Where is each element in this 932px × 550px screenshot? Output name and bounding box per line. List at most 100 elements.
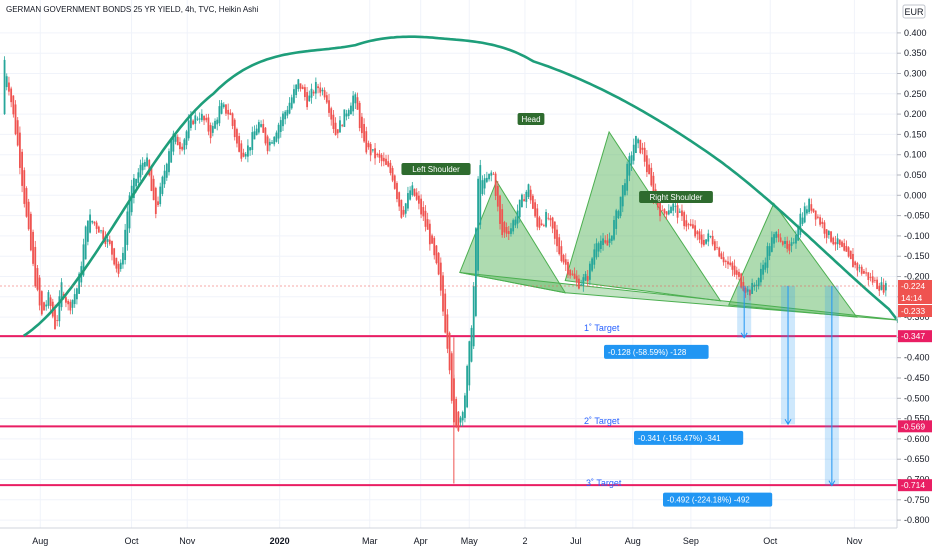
candle-body	[12, 95, 15, 115]
candle-body	[128, 195, 131, 229]
candle-body	[402, 209, 405, 215]
candle-body	[797, 226, 800, 241]
candle-body	[713, 241, 716, 250]
candle-body	[507, 231, 510, 235]
candle-body	[345, 113, 348, 117]
candle-body	[137, 172, 140, 183]
candle-body	[284, 111, 287, 120]
currency-badge[interactable]	[902, 4, 926, 19]
candle-body	[683, 212, 686, 227]
candle-body	[687, 224, 690, 226]
candle-body	[867, 272, 870, 280]
candle-body	[740, 273, 743, 288]
candle-body	[143, 161, 146, 167]
measure-tool[interactable]: -0.341 (-156.47%) -341	[634, 285, 796, 445]
candle-body	[260, 124, 262, 127]
candle-body	[264, 127, 267, 144]
candle-body	[420, 198, 422, 215]
candle-body	[766, 246, 769, 268]
candle-body	[521, 194, 523, 208]
candle-body	[428, 223, 431, 245]
candle-body	[108, 239, 111, 244]
candle-body	[727, 261, 729, 265]
measure-arrow-head	[828, 480, 836, 487]
candle-body	[341, 125, 344, 126]
candle-body	[255, 128, 258, 136]
candle-body	[249, 147, 251, 151]
candle-body	[170, 139, 173, 163]
measure-tool[interactable]: -0.492 (-224.18%) -492	[663, 285, 839, 507]
candle-body	[849, 250, 852, 260]
candle-body	[382, 157, 385, 162]
candle-body	[643, 147, 646, 162]
candle-body	[301, 86, 304, 90]
candle-body	[510, 228, 512, 234]
pattern-triangle[interactable]	[564, 130, 722, 302]
candle-body	[203, 116, 205, 121]
candle-body	[126, 211, 129, 245]
y-tick-label: 0.150	[904, 129, 927, 139]
candle-body	[759, 268, 762, 283]
candle-body	[527, 184, 530, 197]
candle-body	[339, 120, 341, 133]
candle-body	[304, 87, 306, 98]
candle-body	[450, 353, 453, 401]
candle-body	[641, 147, 644, 150]
x-tick-label: Mar	[362, 536, 378, 546]
fit-curve-path[interactable]	[22, 35, 932, 455]
measure-label: -0.128 (-58.59%) -128	[608, 348, 687, 357]
candle-body	[352, 95, 355, 112]
candle-body	[803, 206, 806, 223]
candle-body	[196, 118, 199, 120]
candle-body	[615, 210, 618, 229]
candle-body	[431, 235, 433, 244]
candle-body	[742, 281, 745, 291]
candle-body	[159, 186, 162, 205]
candle-body	[229, 112, 232, 115]
horizontal-levels[interactable]	[0, 335, 897, 487]
candle-body	[865, 272, 868, 274]
measures[interactable]: -0.128 (-58.59%) -128 -0.341 (-156.47%) -…	[604, 285, 839, 507]
candle-body	[411, 185, 414, 195]
candle-body	[551, 217, 554, 229]
candle-body	[503, 222, 506, 233]
candle-body	[73, 294, 76, 305]
candle-body	[749, 289, 751, 296]
candle-body	[115, 257, 118, 269]
measure-tool[interactable]: -0.128 (-58.59%) -128	[604, 285, 752, 359]
candle-body	[681, 210, 683, 217]
measure-label: -0.492 (-224.18%) -492	[667, 496, 750, 505]
candle-body	[58, 296, 61, 322]
candle-body	[816, 216, 819, 218]
candle-body	[542, 225, 545, 226]
price-tag	[898, 305, 932, 317]
pattern-label-box	[517, 113, 545, 125]
candle-body	[606, 240, 609, 246]
measure-label-box	[604, 344, 709, 359]
candle-body	[43, 302, 45, 311]
candle-body	[273, 136, 276, 145]
candle-body	[597, 243, 600, 252]
pattern-label-box	[639, 191, 713, 203]
level-tag	[898, 479, 932, 492]
pattern-triangle[interactable]	[728, 202, 858, 318]
candle-body	[470, 327, 473, 362]
candle-body	[268, 141, 271, 146]
candle-body	[82, 244, 85, 276]
y-tick-label: -0.450	[904, 373, 930, 383]
candle-body	[545, 211, 547, 227]
candle-body	[233, 119, 236, 138]
candle-body	[446, 314, 449, 349]
candle-body	[770, 237, 773, 252]
fit-curve[interactable]	[22, 35, 932, 455]
candle-body	[670, 206, 672, 214]
y-tick-label: 0.050	[904, 170, 927, 180]
candle-body	[325, 95, 328, 103]
candle-body	[648, 164, 650, 175]
candle-body	[630, 155, 633, 165]
candle-body	[297, 79, 300, 90]
candle-body	[575, 275, 578, 283]
candle-body	[819, 217, 821, 225]
candle-body	[84, 226, 87, 260]
candle-body	[242, 152, 245, 157]
